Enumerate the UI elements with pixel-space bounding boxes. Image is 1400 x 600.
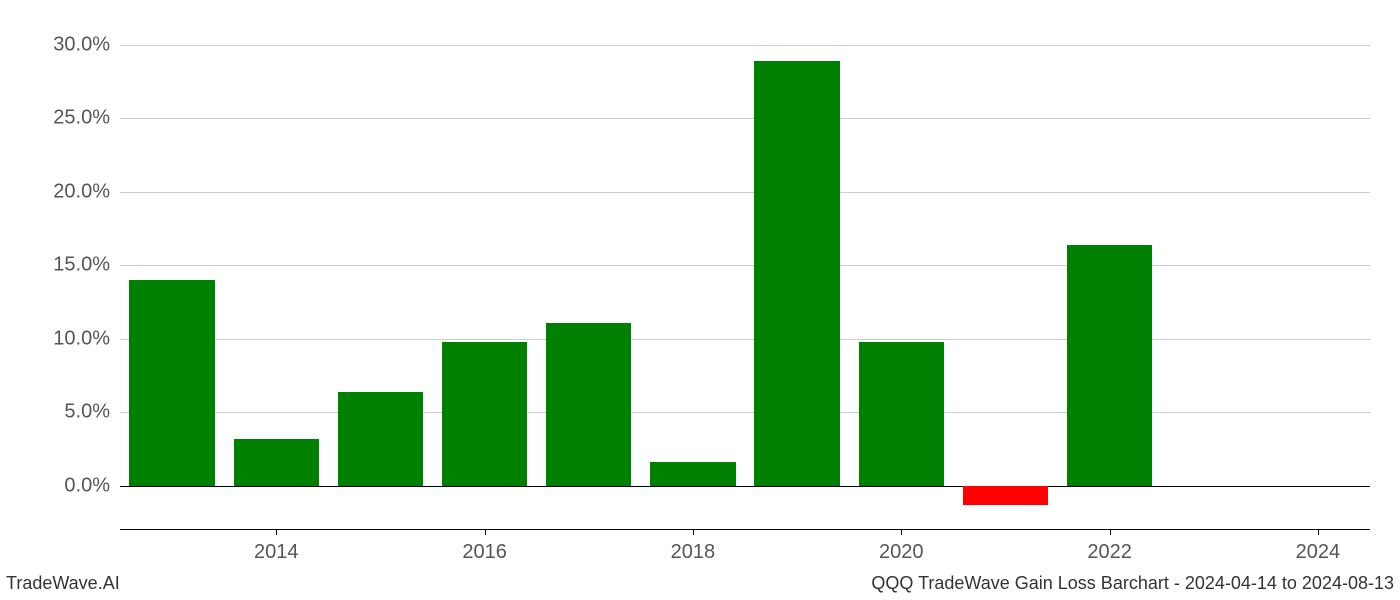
bar — [650, 462, 735, 486]
x-tick-mark — [901, 529, 902, 535]
gridline — [120, 265, 1370, 266]
footer-right-text: QQQ TradeWave Gain Loss Barchart - 2024-… — [871, 573, 1394, 594]
gridline — [120, 118, 1370, 119]
bar — [1067, 245, 1152, 486]
y-tick-label: 10.0% — [53, 327, 110, 350]
chart-container: 0.0%5.0%10.0%15.0%20.0%25.0%30.0%2014201… — [120, 30, 1370, 530]
x-tick-mark — [693, 529, 694, 535]
gridline — [120, 192, 1370, 193]
gridline — [120, 45, 1370, 46]
footer-left-text: TradeWave.AI — [6, 573, 120, 594]
plot-area: 0.0%5.0%10.0%15.0%20.0%25.0%30.0%2014201… — [120, 30, 1370, 530]
bar — [859, 342, 944, 486]
y-tick-label: 30.0% — [53, 33, 110, 56]
x-tick-mark — [1318, 529, 1319, 535]
y-tick-label: 0.0% — [64, 474, 110, 497]
x-tick-label: 2018 — [671, 541, 716, 564]
x-tick-mark — [485, 529, 486, 535]
x-tick-label: 2014 — [254, 541, 299, 564]
bar — [338, 392, 423, 486]
x-tick-label: 2020 — [879, 541, 924, 564]
bar — [442, 342, 527, 486]
x-tick-label: 2022 — [1087, 541, 1132, 564]
y-tick-label: 15.0% — [53, 254, 110, 277]
zero-line — [120, 486, 1370, 488]
y-tick-label: 25.0% — [53, 107, 110, 130]
y-tick-label: 20.0% — [53, 180, 110, 203]
x-tick-mark — [276, 529, 277, 535]
gridline — [120, 412, 1370, 413]
bar — [129, 280, 214, 486]
bar — [546, 323, 631, 486]
x-tick-label: 2016 — [462, 541, 507, 564]
x-tick-label: 2024 — [1296, 541, 1341, 564]
x-tick-mark — [1110, 529, 1111, 535]
gridline — [120, 339, 1370, 340]
bar — [234, 439, 319, 486]
bar — [963, 486, 1048, 505]
y-tick-label: 5.0% — [64, 401, 110, 424]
bar — [754, 61, 839, 486]
